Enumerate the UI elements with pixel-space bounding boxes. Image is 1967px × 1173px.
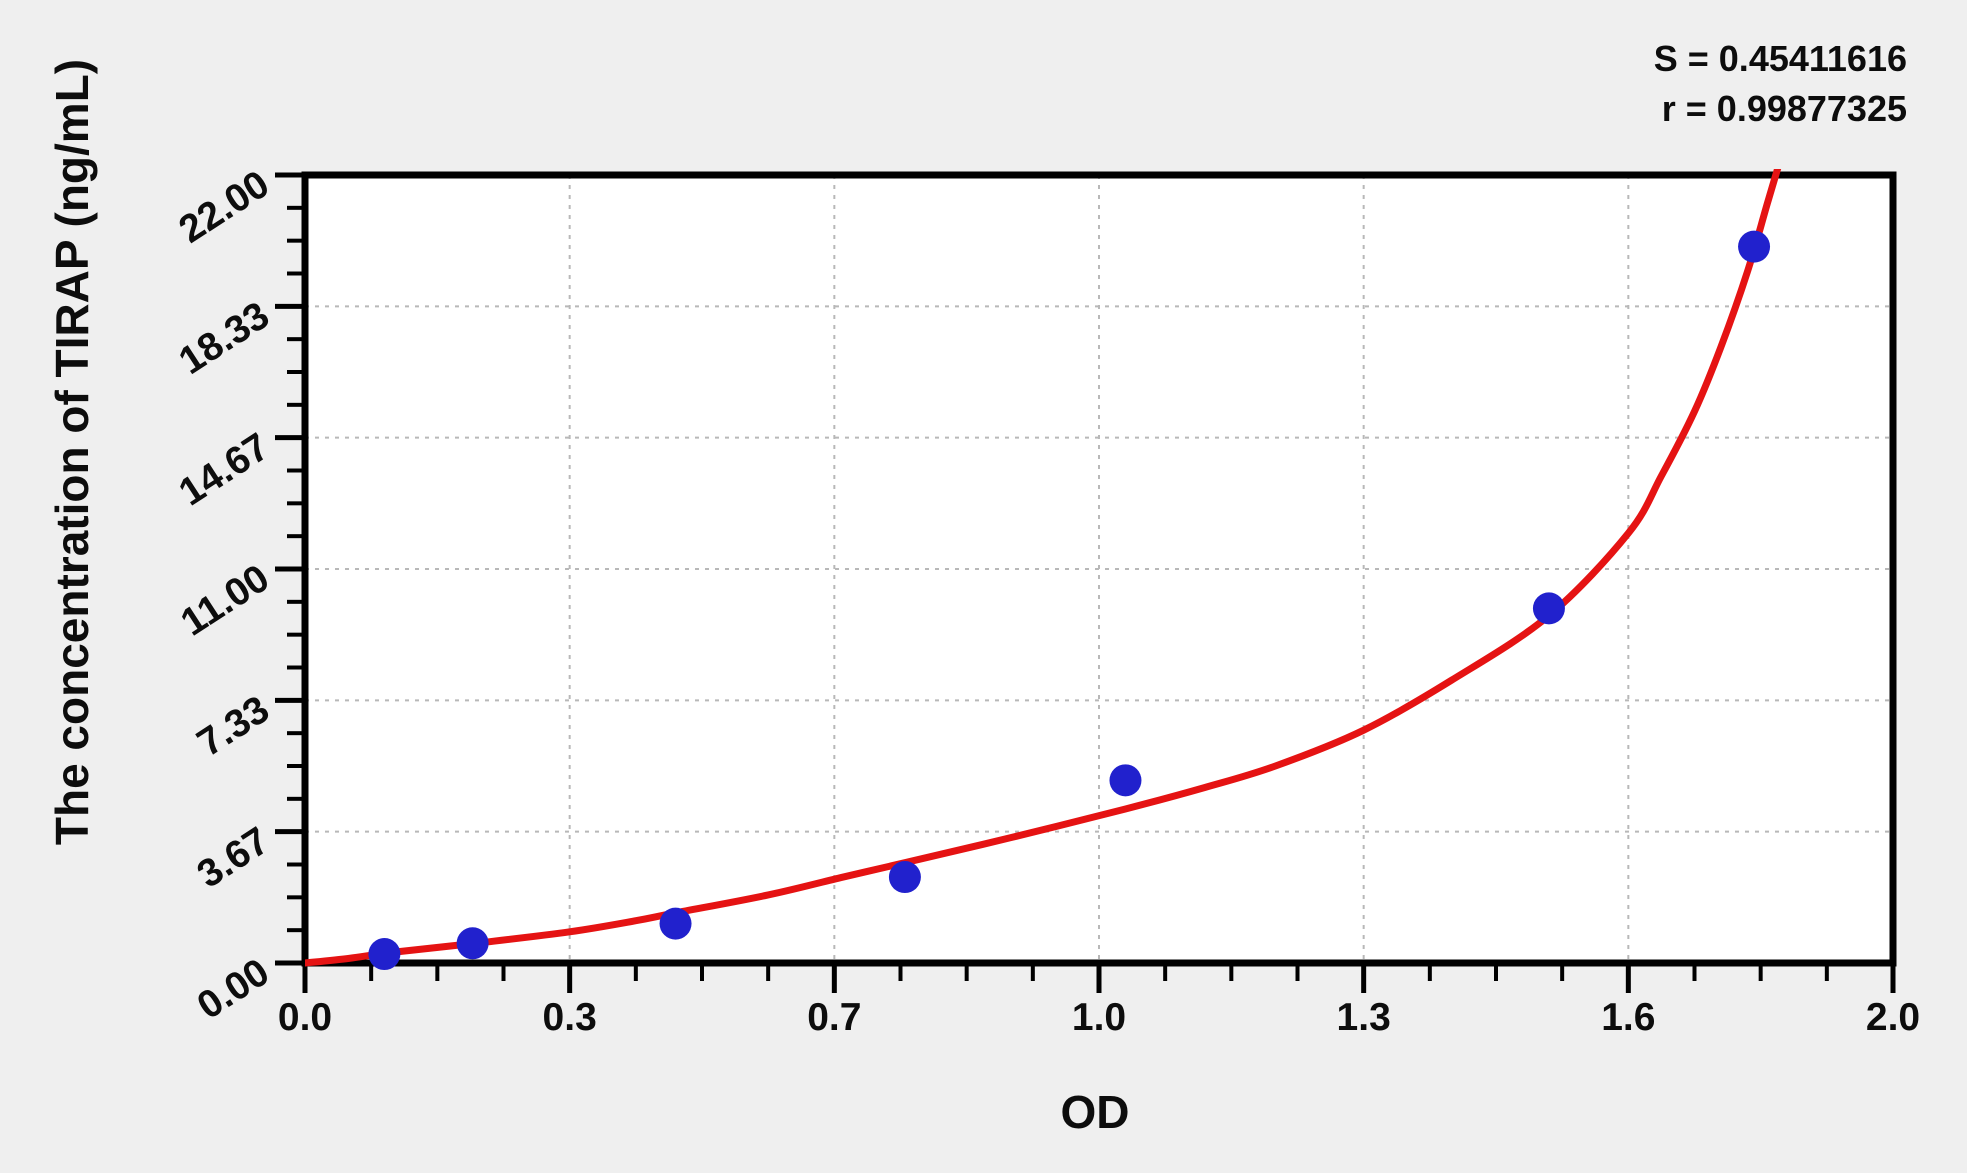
x-tick-label: 1.6 [1601, 996, 1655, 1039]
data-point [368, 938, 401, 971]
y-tick-label: 14.67 [172, 425, 277, 514]
x-tick-label: 0.7 [807, 996, 861, 1039]
data-point [1532, 592, 1565, 625]
y-tick-label: 7.33 [190, 688, 277, 765]
x-tick-label: 2.0 [1866, 996, 1920, 1039]
y-tick-label: 22.00 [172, 162, 277, 251]
y-tick-label: 3.67 [190, 819, 277, 896]
x-tick-label: 1.3 [1337, 996, 1391, 1039]
data-point [659, 907, 692, 940]
fit-statistics: S = 0.45411616 r = 0.99877325 [1654, 34, 1907, 135]
fit-curve [305, 169, 1782, 967]
y-tick-label: 11.00 [173, 556, 276, 644]
x-tick-label: 0.0 [278, 996, 332, 1039]
plot-border [301, 171, 1897, 967]
x-axis-title: OD [1060, 1086, 1130, 1138]
x-tick-label: 1.0 [1072, 996, 1126, 1039]
data-point [456, 927, 489, 960]
y-tick-label: 0.00 [190, 950, 277, 1027]
stat-r-value: r = 0.99877325 [1661, 88, 1907, 130]
y-axis-title: The concentration of TIRAP (ng/mL) [46, 58, 98, 846]
x-tick-label: 0.3 [543, 996, 597, 1039]
stat-s-value: S = 0.45411616 [1653, 38, 1907, 79]
data-point [1738, 230, 1771, 263]
data-point [1109, 764, 1142, 797]
data-point [888, 861, 921, 894]
y-tick-label: 18.33 [172, 294, 277, 383]
